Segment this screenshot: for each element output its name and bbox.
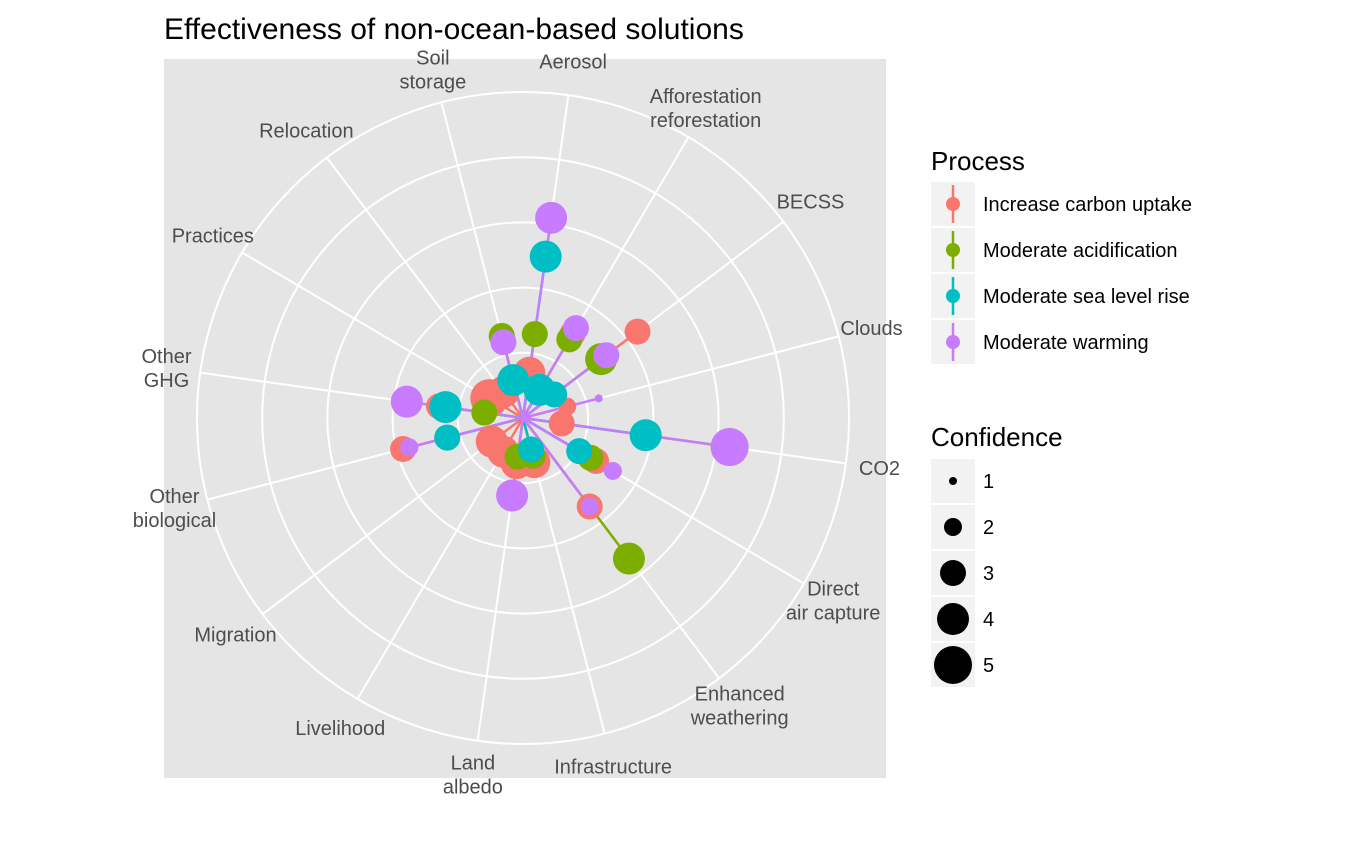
legend-key-size xyxy=(944,518,962,536)
data-point xyxy=(471,399,498,426)
axis-label: Other GHG xyxy=(141,346,191,392)
grid-spoke xyxy=(326,157,524,419)
data-point xyxy=(624,318,651,345)
axis-label: BECSS xyxy=(777,191,845,213)
grid-ring xyxy=(326,221,720,615)
data-point xyxy=(529,240,562,273)
legend-key-size xyxy=(934,646,972,684)
legend-key-dot xyxy=(946,243,960,257)
legend-title-confidence: Confidence xyxy=(931,422,1063,452)
legend-label-confidence: 5 xyxy=(983,655,994,677)
data-point xyxy=(566,438,593,465)
axis-label: CO2 xyxy=(859,458,900,480)
legend-key-dot xyxy=(946,197,960,211)
axis-label: Clouds xyxy=(840,318,902,340)
axis-label: Other biological xyxy=(133,486,216,532)
data-point xyxy=(594,394,603,403)
point-stem xyxy=(522,417,591,508)
chart-title: Effectiveness of non-ocean-based solutio… xyxy=(164,13,744,46)
data-point xyxy=(535,201,568,234)
legend-label-process: Moderate warming xyxy=(983,332,1149,354)
legend-key-dot xyxy=(946,335,960,349)
data-point xyxy=(541,381,568,408)
point-stem xyxy=(409,416,524,449)
legend-label-process: Moderate sea level rise xyxy=(983,286,1190,308)
data-point xyxy=(496,479,529,512)
grid-ring xyxy=(261,156,785,680)
legend: Process Confidence Increase carbon uptak… xyxy=(931,146,1192,687)
point-stem xyxy=(406,400,524,420)
axis-label: Afforestation reforestation xyxy=(650,86,762,132)
data-point xyxy=(490,329,517,356)
legend-label-process: Increase carbon uptake xyxy=(983,194,1192,216)
axis-label: Soil storage xyxy=(400,47,467,93)
grid-ring xyxy=(196,91,850,745)
legend-label-confidence: 1 xyxy=(983,471,994,493)
data-point xyxy=(518,436,545,463)
data-point xyxy=(629,419,662,452)
data-point xyxy=(429,391,462,424)
axis-label: Relocation xyxy=(259,120,354,142)
legend-key-size xyxy=(940,560,966,586)
grid-ring xyxy=(391,286,655,550)
axis-label: Livelihood xyxy=(295,718,385,740)
mark-layer xyxy=(390,201,749,575)
data-point xyxy=(400,438,419,457)
data-point xyxy=(521,321,548,348)
data-point xyxy=(475,425,508,458)
axis-label-layer: Aerosol Afforestation reforestation BECSS Cl… xyxy=(133,47,903,798)
legend-label-process: Moderate acidification xyxy=(983,240,1178,262)
legend-label-confidence: 3 xyxy=(983,563,994,585)
axis-label: Infrastructure xyxy=(554,757,672,779)
data-point xyxy=(548,410,575,437)
data-point xyxy=(497,364,530,397)
axis-label: Land albedo xyxy=(443,752,503,798)
data-point xyxy=(612,542,645,575)
data-point xyxy=(390,385,423,418)
data-point xyxy=(593,342,620,369)
legend-label-confidence: 4 xyxy=(983,609,994,631)
legend-key-size xyxy=(949,477,957,485)
axis-label: Aerosol xyxy=(539,52,607,74)
legend-label-confidence: 2 xyxy=(983,517,994,539)
data-point xyxy=(580,497,599,516)
legend-key-size xyxy=(937,603,969,635)
grid-ring xyxy=(456,351,590,485)
data-point xyxy=(434,424,461,451)
axis-label: Migration xyxy=(194,625,276,647)
legend-title-process: Process xyxy=(931,146,1025,176)
axis-label: Enhanced weathering xyxy=(690,684,789,730)
axis-label: Direct air capture xyxy=(786,579,881,625)
data-point xyxy=(603,461,622,480)
data-point xyxy=(710,428,749,467)
data-point xyxy=(562,315,589,342)
axis-label: Practices xyxy=(172,225,254,247)
legend-key-dot xyxy=(946,289,960,303)
